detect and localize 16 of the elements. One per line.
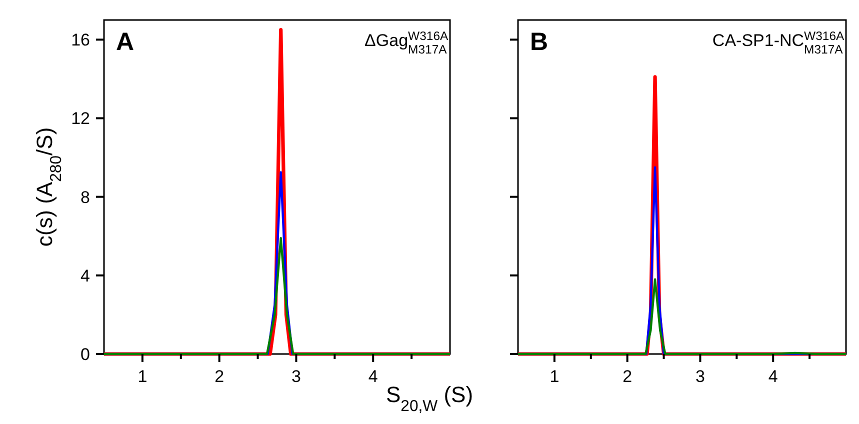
x-axis-title: S$_{20,W}$ (S) bbox=[386, 382, 474, 414]
x-tick-label: 2 bbox=[214, 367, 224, 386]
x-tick-label: 2 bbox=[622, 367, 632, 386]
annotation: B bbox=[530, 28, 548, 56]
x-tick-label: 3 bbox=[695, 367, 705, 386]
annotation: A bbox=[116, 28, 134, 56]
y-tick-label: 16 bbox=[71, 30, 90, 50]
x-tick-label: 1 bbox=[138, 367, 148, 386]
y-tick-label: 12 bbox=[71, 109, 90, 128]
x-tick-label: 4 bbox=[768, 367, 778, 386]
x-tick-label: 3 bbox=[291, 367, 301, 386]
y-tick-label: 4 bbox=[80, 266, 90, 286]
y-tick-label: 8 bbox=[80, 188, 90, 207]
y-tick-label: 0 bbox=[80, 345, 90, 364]
x-tick-label: 4 bbox=[368, 367, 378, 386]
x-tick-label: 1 bbox=[550, 367, 560, 386]
